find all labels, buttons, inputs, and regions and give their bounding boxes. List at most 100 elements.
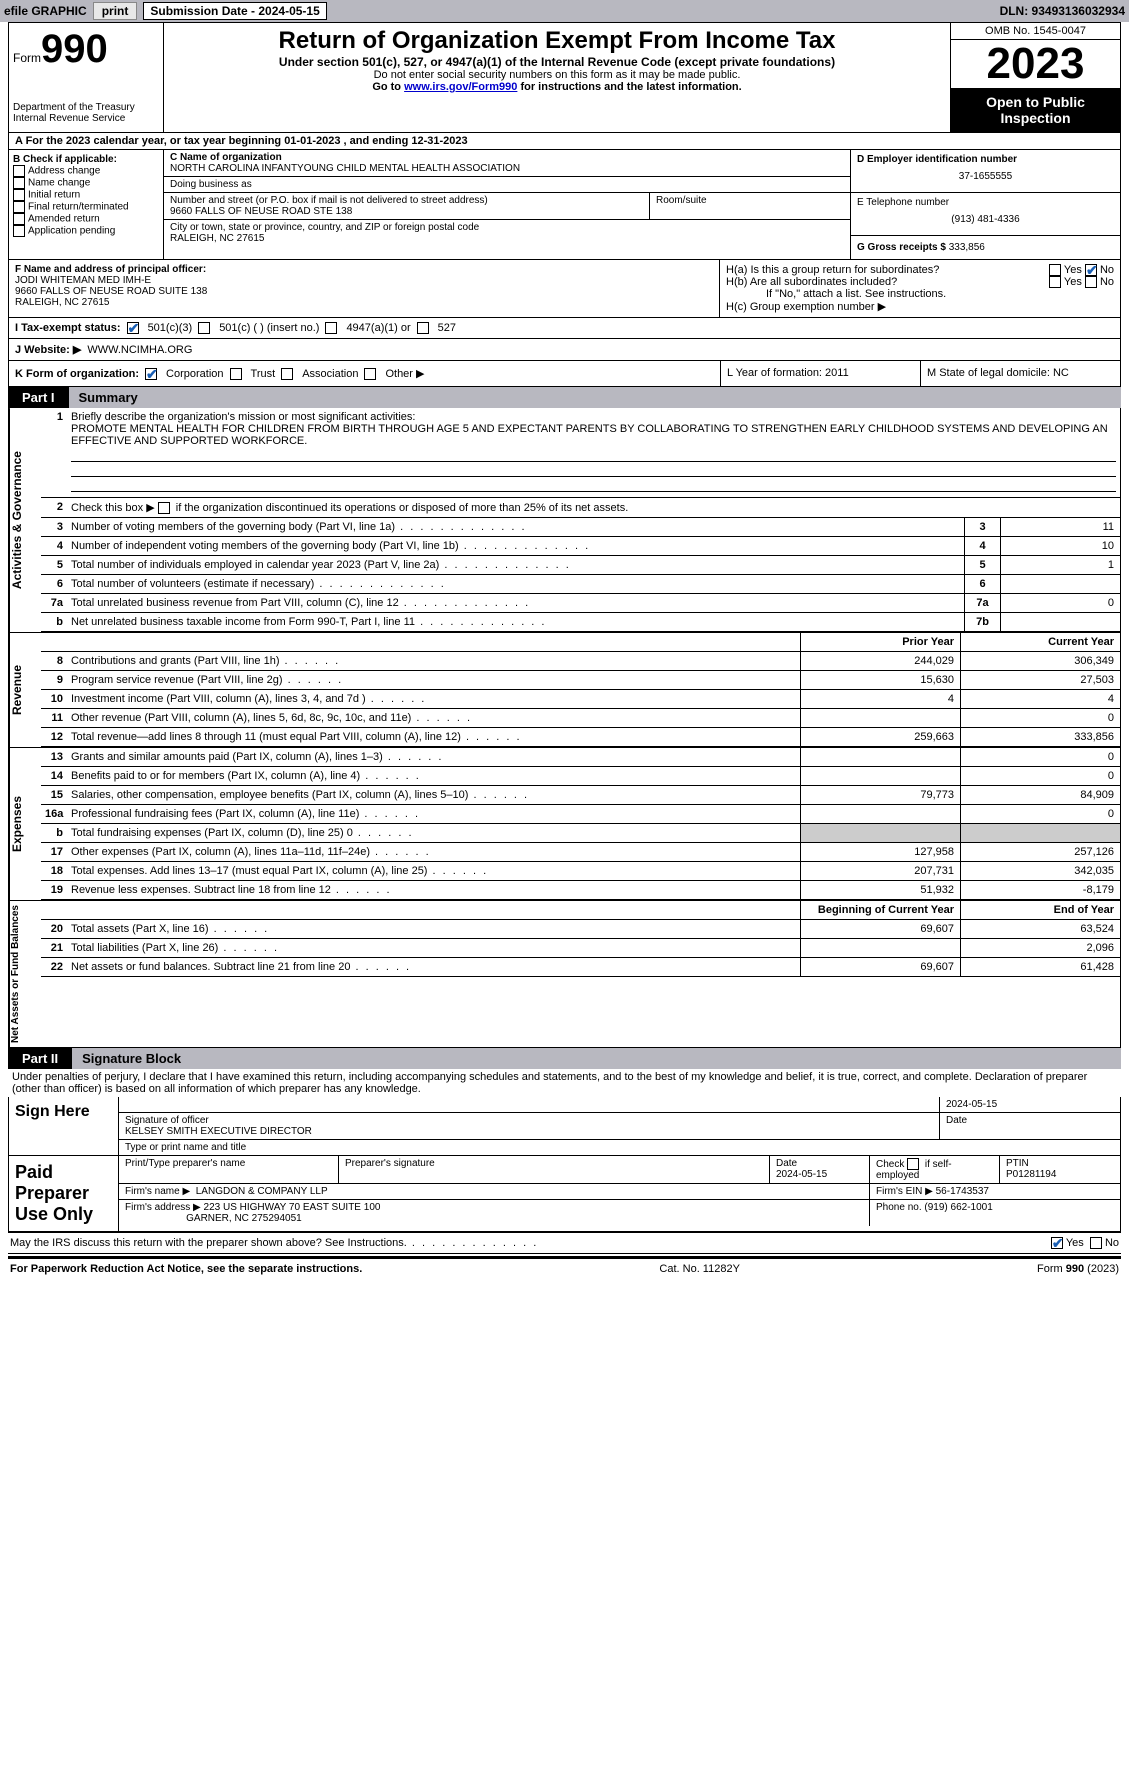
cat-no: Cat. No. 11282Y bbox=[659, 1263, 740, 1275]
form-label: Form bbox=[13, 51, 41, 65]
topbar: efile GRAPHIC print Submission Date - 20… bbox=[0, 0, 1129, 22]
omb-number: OMB No. 1545-0047 bbox=[951, 23, 1120, 40]
cb-other[interactable] bbox=[364, 368, 376, 380]
sig-date: 2024-05-15 bbox=[940, 1097, 1120, 1112]
line1-text: PROMOTE MENTAL HEALTH FOR CHILDREN FROM … bbox=[71, 423, 1108, 447]
tax-year: 2023 bbox=[951, 40, 1120, 88]
cb-501c[interactable] bbox=[198, 322, 210, 334]
addr-label: Number and street (or P.O. box if mail i… bbox=[170, 195, 643, 206]
vtab-expenses: Expenses bbox=[9, 748, 41, 900]
hb-note: If "No," attach a list. See instructions… bbox=[726, 288, 1114, 300]
hdr-current-year: Current Year bbox=[960, 633, 1120, 651]
hb-label: H(b) Are all subordinates included? bbox=[726, 276, 1049, 288]
checkbox-app-pending[interactable] bbox=[13, 225, 25, 237]
firm-name: LANGDON & COMPANY LLP bbox=[196, 1186, 328, 1197]
hc-label: H(c) Group exemption number ▶ bbox=[726, 300, 1114, 313]
city-label: City or town, state or province, country… bbox=[170, 222, 844, 233]
efile-label: efile GRAPHIC bbox=[4, 4, 87, 18]
date-label: Date bbox=[940, 1113, 1120, 1139]
type-name-label: Type or print name and title bbox=[119, 1140, 1120, 1155]
room-label: Room/suite bbox=[650, 193, 850, 219]
prep-name-label: Print/Type preparer's name bbox=[119, 1156, 339, 1183]
checkbox-name-change[interactable] bbox=[13, 177, 25, 189]
checkbox-final-return[interactable] bbox=[13, 201, 25, 213]
submission-date: Submission Date - 2024-05-15 bbox=[143, 2, 326, 20]
form-footer: Form 990 (2023) bbox=[1037, 1263, 1119, 1275]
website-value: WWW.NCIMHA.ORG bbox=[87, 344, 192, 356]
cb-assoc[interactable] bbox=[281, 368, 293, 380]
officer-label: F Name and address of principal officer: bbox=[15, 264, 713, 275]
firm-addr2: GARNER, NC 275294051 bbox=[186, 1213, 302, 1224]
ssn-note: Do not enter social security numbers on … bbox=[168, 69, 946, 81]
hb-yes[interactable] bbox=[1049, 276, 1061, 288]
hdr-boy: Beginning of Current Year bbox=[800, 901, 960, 919]
ha-yes[interactable] bbox=[1049, 264, 1061, 276]
addr-value: 9660 FALLS OF NEUSE ROAD STE 138 bbox=[170, 206, 643, 217]
cb-527[interactable] bbox=[417, 322, 429, 334]
cb-501c3[interactable] bbox=[127, 322, 139, 334]
box-b: B Check if applicable: Address change Na… bbox=[9, 150, 164, 259]
dln-label: DLN: 93493136032934 bbox=[1000, 4, 1125, 18]
cb-trust[interactable] bbox=[230, 368, 242, 380]
form-header: Form990 Department of the Treasury Inter… bbox=[8, 22, 1121, 133]
open-public-label: Open to Public Inspection bbox=[951, 88, 1120, 132]
irs-link[interactable]: www.irs.gov/Form990 bbox=[404, 81, 517, 93]
hdr-eoy: End of Year bbox=[960, 901, 1120, 919]
vtab-netassets: Net Assets or Fund Balances bbox=[9, 901, 41, 1047]
row-j-label: J Website: ▶ bbox=[15, 343, 81, 356]
officer-name-title: KELSEY SMITH EXECUTIVE DIRECTOR bbox=[125, 1126, 933, 1137]
pra-notice: For Paperwork Reduction Act Notice, see … bbox=[10, 1263, 362, 1275]
row-m: M State of legal domicile: NC bbox=[920, 361, 1120, 386]
sign-here-label: Sign Here bbox=[9, 1097, 119, 1155]
row-i-label: I Tax-exempt status: bbox=[15, 322, 121, 334]
officer-addr2: RALEIGH, NC 27615 bbox=[15, 297, 713, 308]
dept-label: Department of the Treasury Internal Reve… bbox=[13, 102, 159, 124]
org-name-label: C Name of organization bbox=[170, 152, 844, 163]
penalty-text: Under penalties of perjury, I declare th… bbox=[8, 1069, 1121, 1097]
ptin-value: P01281194 bbox=[1006, 1169, 1056, 1180]
row-l: L Year of formation: 2011 bbox=[720, 361, 920, 386]
phone-value: (913) 481-4336 bbox=[857, 214, 1114, 225]
org-name: NORTH CAROLINA INFANTYOUNG CHILD MENTAL … bbox=[170, 163, 844, 174]
row-a-tax-year: A For the 2023 calendar year, or tax yea… bbox=[8, 133, 1121, 150]
print-button[interactable]: print bbox=[93, 2, 138, 20]
cb-4947[interactable] bbox=[325, 322, 337, 334]
discuss-text: May the IRS discuss this return with the… bbox=[10, 1237, 1051, 1249]
checkbox-address-change[interactable] bbox=[13, 165, 25, 177]
sig-officer-label: Signature of officer bbox=[125, 1115, 933, 1126]
part1-header: Part I Summary bbox=[8, 387, 1121, 408]
checkbox-initial-return[interactable] bbox=[13, 189, 25, 201]
paid-preparer-label: Paid Preparer Use Only bbox=[9, 1156, 119, 1231]
ein-label: D Employer identification number bbox=[857, 154, 1114, 165]
goto-pre: Go to bbox=[372, 81, 404, 93]
firm-phone: (919) 662-1001 bbox=[924, 1202, 992, 1213]
gross-receipts-label: G Gross receipts $ bbox=[857, 242, 946, 253]
discuss-yes[interactable] bbox=[1051, 1237, 1063, 1249]
checkbox-amended[interactable] bbox=[13, 213, 25, 225]
line2-text: Check this box ▶ if the organization dis… bbox=[71, 502, 628, 514]
vtab-revenue: Revenue bbox=[9, 633, 41, 747]
firm-addr1: 223 US HIGHWAY 70 EAST SUITE 100 bbox=[204, 1202, 381, 1213]
cb-self-emp[interactable] bbox=[907, 1158, 919, 1170]
line1-label: Briefly describe the organization's miss… bbox=[71, 411, 415, 423]
hb-no[interactable] bbox=[1085, 276, 1097, 288]
discuss-no[interactable] bbox=[1090, 1237, 1102, 1249]
cb-corp[interactable] bbox=[145, 368, 157, 380]
ha-no[interactable] bbox=[1085, 264, 1097, 276]
self-emp-text: Check if self-employed bbox=[876, 1159, 952, 1181]
row-k-label: K Form of organization: bbox=[15, 368, 139, 380]
officer-addr1: 9660 FALLS OF NEUSE ROAD SUITE 138 bbox=[15, 286, 713, 297]
form-title: Return of Organization Exempt From Incom… bbox=[168, 27, 946, 55]
prep-sig-label: Preparer's signature bbox=[339, 1156, 770, 1183]
part2-header: Part II Signature Block bbox=[8, 1048, 1121, 1069]
goto-post: for instructions and the latest informat… bbox=[517, 81, 741, 93]
officer-name: JODI WHITEMAN MED IMH-E bbox=[15, 275, 713, 286]
cb-discontinued[interactable] bbox=[158, 502, 170, 514]
dba-label: Doing business as bbox=[170, 179, 844, 190]
city-value: RALEIGH, NC 27615 bbox=[170, 233, 844, 244]
form-subtitle: Under section 501(c), 527, or 4947(a)(1)… bbox=[168, 55, 946, 69]
phone-label: E Telephone number bbox=[857, 197, 1114, 208]
ein-value: 37-1655555 bbox=[857, 171, 1114, 182]
firm-ein: 56-1743537 bbox=[936, 1186, 989, 1197]
gross-receipts-value: 333,856 bbox=[949, 242, 985, 253]
